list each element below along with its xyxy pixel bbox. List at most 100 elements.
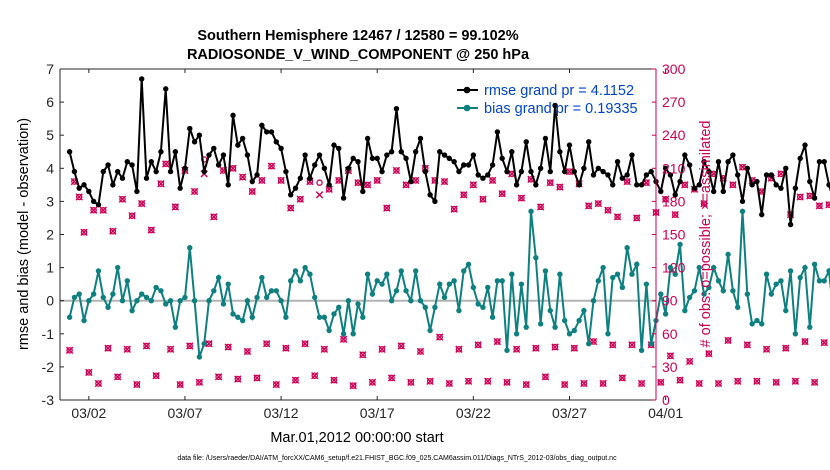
obs-assimilated-marker bbox=[503, 378, 511, 387]
obs-possible-marker bbox=[109, 227, 117, 235]
obs-assimilated-marker bbox=[133, 380, 141, 389]
rmse-point bbox=[206, 152, 212, 158]
bias-point bbox=[715, 278, 722, 284]
bias-point bbox=[71, 294, 78, 301]
bias-point bbox=[696, 264, 702, 271]
bias-point bbox=[350, 331, 356, 337]
obs-assimilated-marker bbox=[440, 177, 449, 186]
rmse-point bbox=[211, 145, 217, 152]
obs-assimilated-marker bbox=[753, 377, 761, 385]
obs-assimilated-marker bbox=[633, 214, 641, 222]
obs-possible-marker bbox=[244, 348, 251, 355]
bias-point bbox=[90, 291, 97, 297]
bias-point bbox=[398, 268, 404, 274]
obs-assimilated-marker bbox=[565, 167, 574, 176]
obs-assimilated-marker bbox=[599, 379, 607, 388]
obs-possible-marker bbox=[167, 345, 174, 353]
rmse-point bbox=[566, 142, 573, 148]
rmse-point bbox=[600, 168, 606, 175]
x-tick-label: 03/02 bbox=[71, 405, 106, 421]
tick-labels: 03/02 03/07 03/12 03/17 03/22 03/27 04/01 -3 -2 -… bbox=[42, 61, 686, 421]
obs-possible-marker bbox=[801, 338, 809, 345]
rmse-point bbox=[379, 168, 385, 175]
obs-possible-marker bbox=[580, 380, 588, 387]
bias-point bbox=[393, 288, 400, 294]
y-tick-label-left: 5 bbox=[46, 127, 54, 143]
obs-possible-marker bbox=[753, 377, 761, 385]
rmse-point bbox=[571, 168, 577, 175]
rmse-point bbox=[187, 125, 193, 132]
obs-possible-marker bbox=[128, 212, 136, 219]
bias-point bbox=[533, 254, 539, 261]
obs-possible-marker bbox=[393, 167, 400, 174]
bias-point bbox=[211, 288, 217, 294]
bias-point bbox=[148, 298, 155, 304]
rmse-point bbox=[677, 178, 683, 185]
bias-point bbox=[749, 321, 755, 327]
rmse-point bbox=[254, 172, 260, 178]
obs-assimilated-marker bbox=[287, 204, 295, 212]
rmse-point bbox=[576, 182, 582, 188]
obs-possible-marker bbox=[407, 379, 415, 386]
obs-assimilated-marker bbox=[657, 378, 665, 387]
rmse-point bbox=[787, 221, 794, 228]
obs-possible-marker bbox=[316, 179, 323, 186]
rmse-point bbox=[422, 168, 428, 175]
rmse-point bbox=[638, 182, 645, 188]
obs-assimilated-marker bbox=[157, 180, 165, 188]
bias-point bbox=[239, 317, 246, 324]
obs-assimilated-marker bbox=[734, 377, 742, 385]
rmse-point bbox=[239, 135, 246, 142]
rmse-point bbox=[158, 149, 164, 155]
rmse-point bbox=[66, 149, 73, 155]
rmse-point bbox=[590, 172, 597, 178]
bias-point bbox=[340, 331, 347, 337]
obs-assimilated-marker bbox=[368, 378, 377, 387]
bias-point bbox=[571, 327, 577, 334]
obs-assimilated-marker bbox=[118, 195, 127, 203]
rmse-point bbox=[71, 168, 78, 175]
bias-point bbox=[595, 278, 602, 284]
rmse-point bbox=[605, 172, 611, 178]
obs-possible-marker bbox=[792, 377, 799, 385]
bias-point bbox=[143, 294, 150, 301]
rmse-point bbox=[283, 168, 289, 175]
obs-assimilated-marker bbox=[820, 338, 828, 347]
obs-possible-marker bbox=[518, 194, 525, 202]
obs-possible-marker bbox=[532, 344, 540, 352]
bias-point bbox=[451, 278, 457, 284]
bias-point bbox=[643, 281, 650, 287]
obs-assimilated-marker bbox=[262, 340, 271, 348]
bias-point bbox=[566, 331, 573, 337]
y-tick-label-right: 240 bbox=[662, 127, 686, 143]
obs-possible-marker bbox=[104, 344, 112, 352]
bias-point bbox=[667, 264, 674, 271]
rmse-point bbox=[759, 211, 765, 218]
bias-point bbox=[326, 327, 332, 334]
obs-possible-marker bbox=[734, 377, 741, 385]
obs-possible-marker bbox=[465, 377, 472, 385]
rmse-point bbox=[614, 158, 621, 165]
obs-possible-marker bbox=[119, 195, 126, 203]
obs-assimilated-marker bbox=[296, 195, 305, 203]
rmse-point bbox=[374, 155, 380, 162]
y-tick-label-right: 210 bbox=[662, 160, 686, 176]
obs-possible-marker bbox=[614, 213, 621, 221]
rmse-point bbox=[235, 142, 241, 148]
obs-assimilated-marker bbox=[407, 378, 415, 387]
rmse-point bbox=[249, 178, 255, 185]
obs-assimilated-marker bbox=[460, 191, 468, 199]
rmse-point bbox=[139, 76, 145, 82]
bias-point bbox=[754, 317, 760, 324]
bias-point bbox=[379, 281, 385, 287]
obs-assimilated-marker bbox=[320, 345, 329, 353]
rmse-point bbox=[811, 195, 818, 201]
rmse-point bbox=[802, 142, 808, 148]
rmse-point bbox=[518, 168, 525, 175]
rmse-point bbox=[81, 182, 87, 188]
obs-assimilated-marker bbox=[224, 343, 232, 351]
bias-point bbox=[187, 245, 193, 251]
rmse-point bbox=[533, 182, 539, 188]
y-tick-label-right: 300 bbox=[662, 61, 686, 77]
obs-assimilated-marker bbox=[123, 345, 131, 353]
